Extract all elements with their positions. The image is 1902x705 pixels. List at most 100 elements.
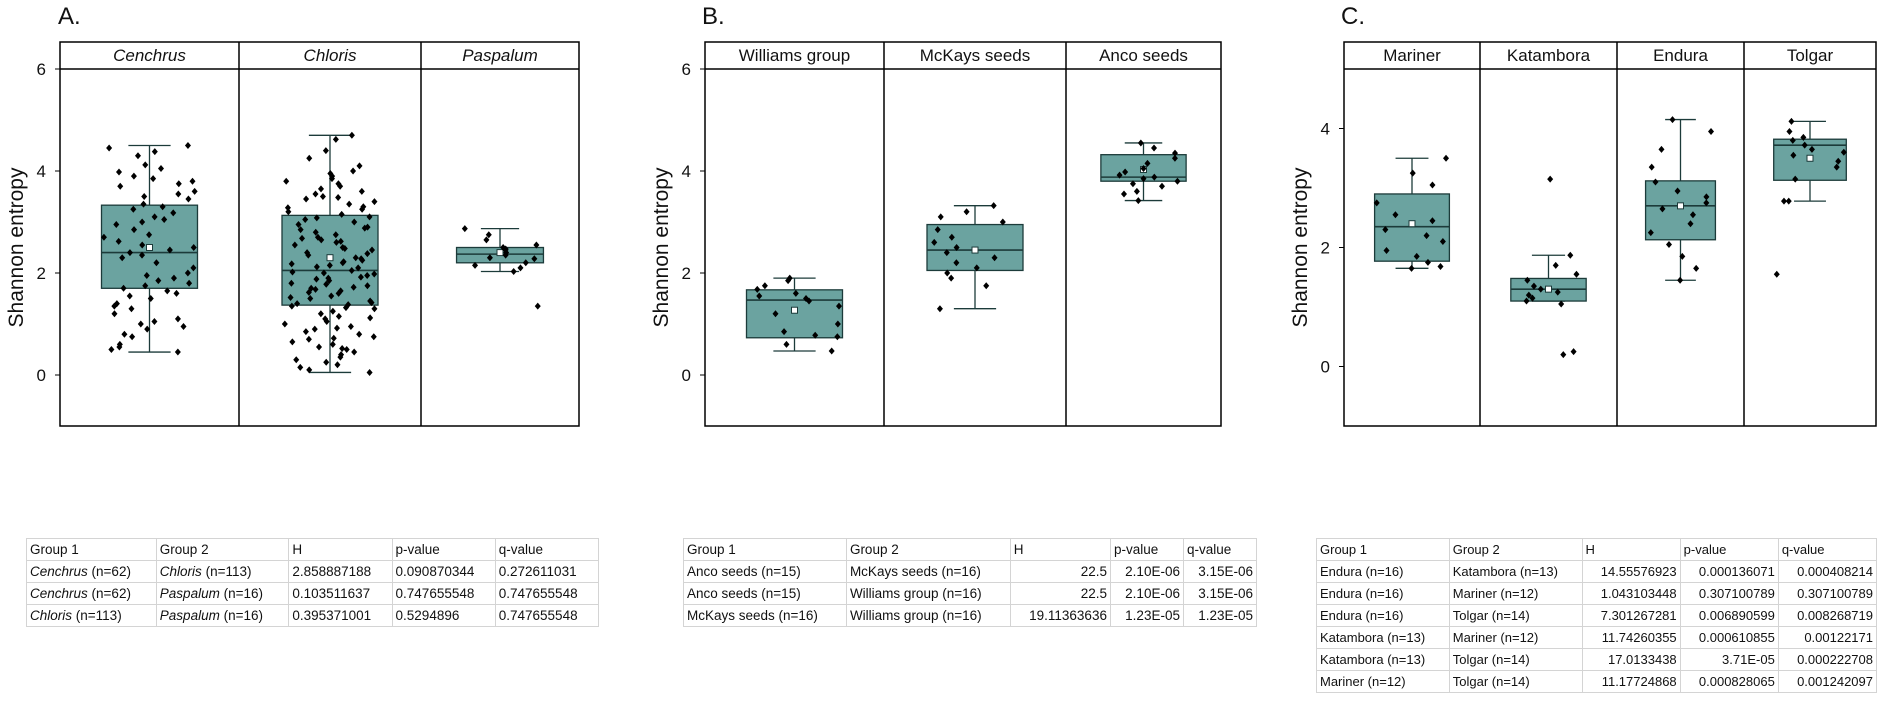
data-point: [311, 325, 318, 333]
cell-q: 3.15E-06: [1182, 582, 1258, 605]
data-point: [1558, 300, 1565, 308]
header-q-value: q-value: [494, 538, 600, 561]
data-point: [340, 258, 347, 266]
header-group2: Group 2: [845, 538, 1011, 561]
group1-name: Chloris: [30, 608, 73, 623]
data-point: [761, 282, 768, 290]
cell-p: 2.10E-06: [1109, 560, 1184, 583]
data-point: [190, 264, 197, 272]
data-point: [1429, 217, 1436, 225]
cell-group2: Williams group (n=16): [845, 604, 1011, 627]
data-point: [312, 190, 319, 198]
data-point: [294, 300, 301, 308]
data-point: [288, 279, 295, 287]
data-point: [370, 333, 377, 341]
y-tick-label: 2: [1321, 239, 1330, 258]
header-p-value: p-value: [1109, 538, 1184, 561]
header-p-value: p-value: [1679, 538, 1779, 561]
data-point: [1530, 282, 1537, 290]
data-point: [1424, 258, 1431, 266]
data-point: [318, 185, 325, 193]
data-point: [150, 175, 157, 183]
data-point: [348, 131, 355, 139]
data-point: [173, 289, 180, 297]
mean-marker: [1806, 154, 1814, 162]
data-point: [322, 147, 329, 155]
cell-group1: Endura (n=16): [1316, 560, 1450, 583]
data-point: [1780, 197, 1787, 205]
data-point: [333, 238, 340, 246]
plot-frame: [1343, 41, 1877, 427]
stats-table-a: Group 1 Group 2 H p-value q-value Cenchr…: [26, 538, 600, 627]
data-point: [142, 282, 149, 290]
data-point: [366, 368, 373, 376]
group1-n: (n=62): [91, 564, 131, 579]
data-point: [330, 334, 337, 342]
data-point: [153, 259, 160, 267]
data-point: [364, 282, 371, 290]
data-point: [326, 261, 333, 269]
cell-p: 0.000610855: [1679, 626, 1779, 649]
data-point: [142, 161, 149, 169]
header-group1: Group 1: [26, 538, 157, 561]
cell-h: 2.858887188: [288, 560, 393, 583]
table-row: McKays seeds (n=16) Williams group (n=16…: [683, 604, 1258, 627]
data-point: [1137, 139, 1144, 147]
cell-p: 0.307100789: [1679, 582, 1779, 605]
data-point: [352, 254, 359, 262]
data-point: [323, 280, 330, 288]
data-point: [1708, 127, 1715, 135]
table-row: Cenchrus (n=62) Paspalum (n=16) 0.103511…: [26, 582, 600, 605]
data-point: [170, 209, 177, 217]
data-point: [531, 255, 538, 263]
data-point: [302, 215, 309, 223]
mean-marker: [1677, 202, 1684, 210]
group2-name: Paspalum: [159, 608, 220, 623]
data-point: [1120, 190, 1127, 198]
data-point: [174, 315, 181, 323]
table-header-row: Group 1 Group 2 H p-value q-value: [1316, 538, 1878, 561]
data-point: [1835, 157, 1842, 165]
data-point: [368, 299, 375, 307]
facet-katambora: Katambora: [1507, 46, 1591, 359]
y-tick-label: 2: [37, 264, 46, 283]
data-point: [948, 233, 955, 241]
cell-group2: Chloris (n=113): [155, 560, 290, 583]
data-point: [134, 152, 141, 160]
data-point: [305, 335, 312, 343]
data-point: [342, 304, 349, 312]
data-point: [305, 288, 312, 296]
plot-frame: [704, 41, 1222, 427]
data-point: [1674, 187, 1681, 195]
cell-group2: Tolgar (n=14): [1448, 648, 1583, 671]
table-row: Endura (n=16) Katambora (n=13) 14.555769…: [1316, 560, 1878, 583]
data-point: [1773, 270, 1780, 278]
table-header-row: Group 1 Group 2 H p-value q-value: [683, 538, 1258, 561]
data-point: [111, 310, 118, 318]
mean-marker: [146, 244, 153, 251]
data-point: [1171, 154, 1178, 162]
header-p-value: p-value: [391, 538, 496, 561]
data-point: [1413, 252, 1420, 260]
cell-h: 11.17724868: [1581, 670, 1681, 693]
cell-q: 0.747655548: [494, 582, 600, 605]
data-point: [1567, 251, 1574, 259]
data-point: [128, 305, 135, 313]
data-point: [1679, 252, 1686, 260]
data-point: [358, 187, 365, 195]
data-point: [129, 333, 136, 341]
data-point: [1648, 163, 1655, 171]
data-point: [1129, 180, 1136, 188]
data-point: [116, 168, 123, 176]
y-axis-label: Shannon entropy: [650, 167, 673, 327]
data-point: [307, 295, 314, 302]
cell-group2: McKays seeds (n=16): [845, 560, 1011, 583]
data-point: [1560, 351, 1567, 359]
table-header-row: Group 1 Group 2 H p-value q-value: [26, 538, 600, 561]
data-point: [287, 293, 294, 301]
data-point: [1785, 197, 1792, 205]
data-point: [369, 246, 376, 254]
data-point: [303, 195, 310, 203]
data-point: [139, 241, 146, 249]
